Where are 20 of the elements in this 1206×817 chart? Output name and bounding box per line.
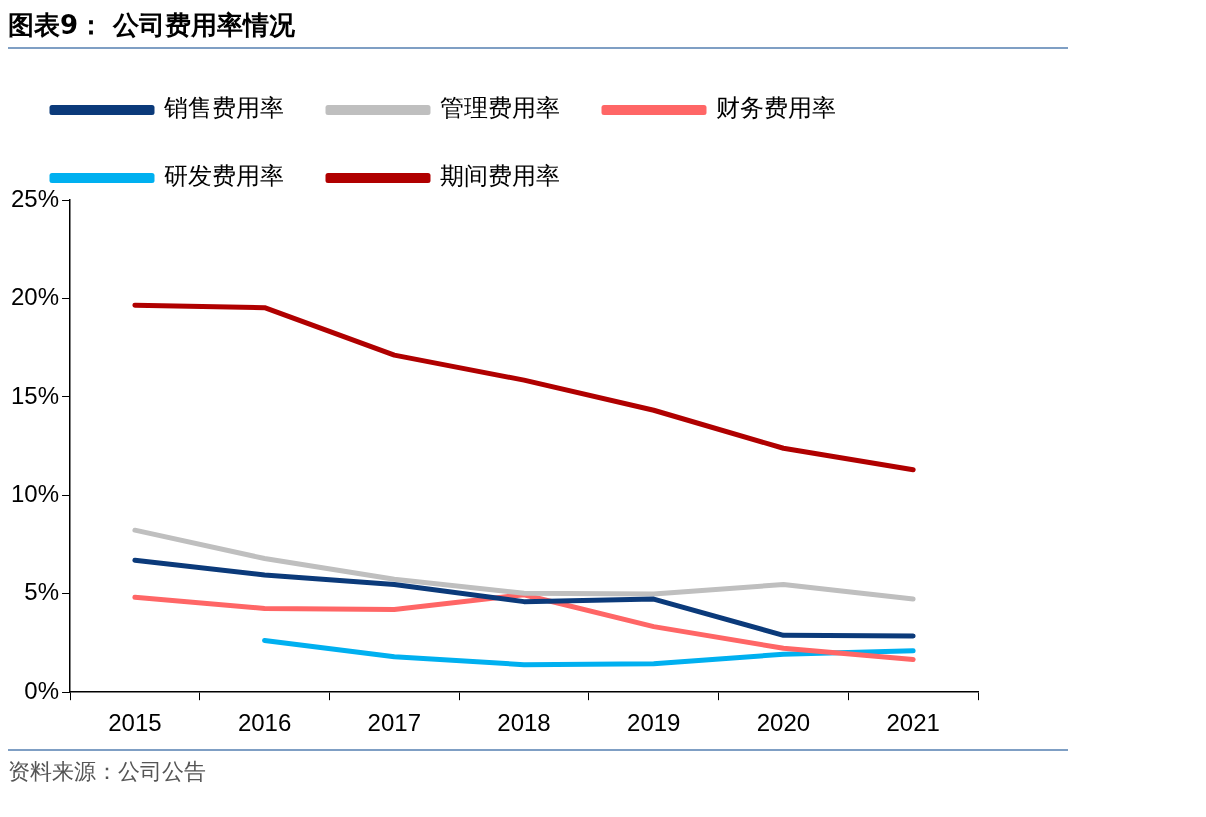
y-tick-label: 15% [10, 381, 60, 409]
text: 资料来源：公司公告 [8, 758, 207, 786]
x-tick-label: 2018 [497, 709, 551, 737]
x-tick-label: 2020 [756, 709, 811, 737]
y-tick-label: 5% [24, 578, 60, 606]
x-tick-label: 2021 [886, 709, 940, 737]
legend-label: 期间费用率 [440, 162, 560, 191]
x-tick-label: 2017 [367, 709, 421, 737]
y-tick-label: 25% [10, 184, 60, 212]
x-tick-label: 2016 [237, 709, 292, 737]
legend-label: 销售费用率 [163, 94, 284, 123]
legend-label: 研发费用率 [164, 162, 284, 191]
x-tick-label: 2015 [108, 709, 162, 737]
y-tick-label: 0% [24, 676, 60, 704]
legend-label: 管理费用率 [440, 94, 560, 123]
x-tick-label: 2019 [627, 709, 681, 737]
y-tick-label: 20% [10, 283, 60, 311]
y-tick-label: 10% [10, 479, 60, 507]
legend-label: 财务费用率 [716, 94, 836, 123]
chart-title: 图表9： 公司费用率情况 [8, 8, 1068, 49]
